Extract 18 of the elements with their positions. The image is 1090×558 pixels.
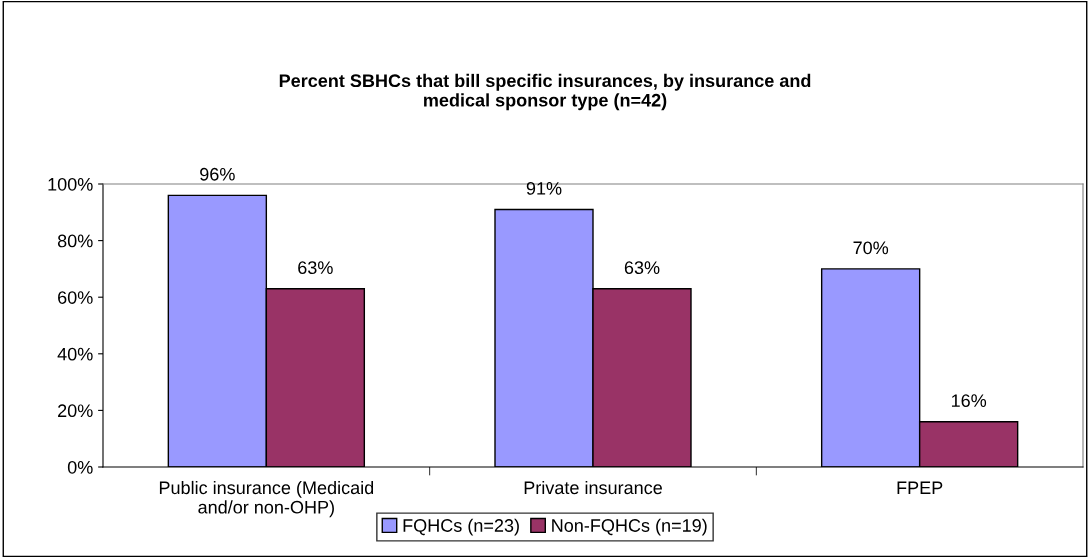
data-label: 70% — [853, 241, 889, 255]
y-tick-label: 100% — [48, 177, 93, 191]
x-tick-label: Private insurance — [524, 480, 662, 495]
legend-label: Non-FQHCs (n=19) — [552, 518, 707, 536]
data-label: 96% — [200, 167, 235, 181]
x-tick-label: Public insurance (Medicaid and/or non-OHP) — [159, 480, 374, 518]
y-tick-label: 80% — [57, 234, 93, 248]
data-label: 16% — [951, 394, 987, 408]
data-label: 63% — [624, 261, 660, 275]
data-label: 91% — [526, 182, 562, 195]
data-label: 63% — [298, 261, 333, 275]
legend-label: FQHCs (n=23) — [403, 518, 519, 536]
y-tick-label: 20% — [58, 404, 93, 418]
y-tick-label: 60% — [58, 291, 93, 304]
y-tick-label: 40% — [57, 347, 93, 361]
y-tick-label: 0% — [67, 460, 93, 474]
x-tick-label: FPEP — [897, 481, 943, 494]
chart-title: Percent SBHCs that bill specific insurances, by insurance and medical sponsor type (n=42) — [279, 73, 811, 111]
